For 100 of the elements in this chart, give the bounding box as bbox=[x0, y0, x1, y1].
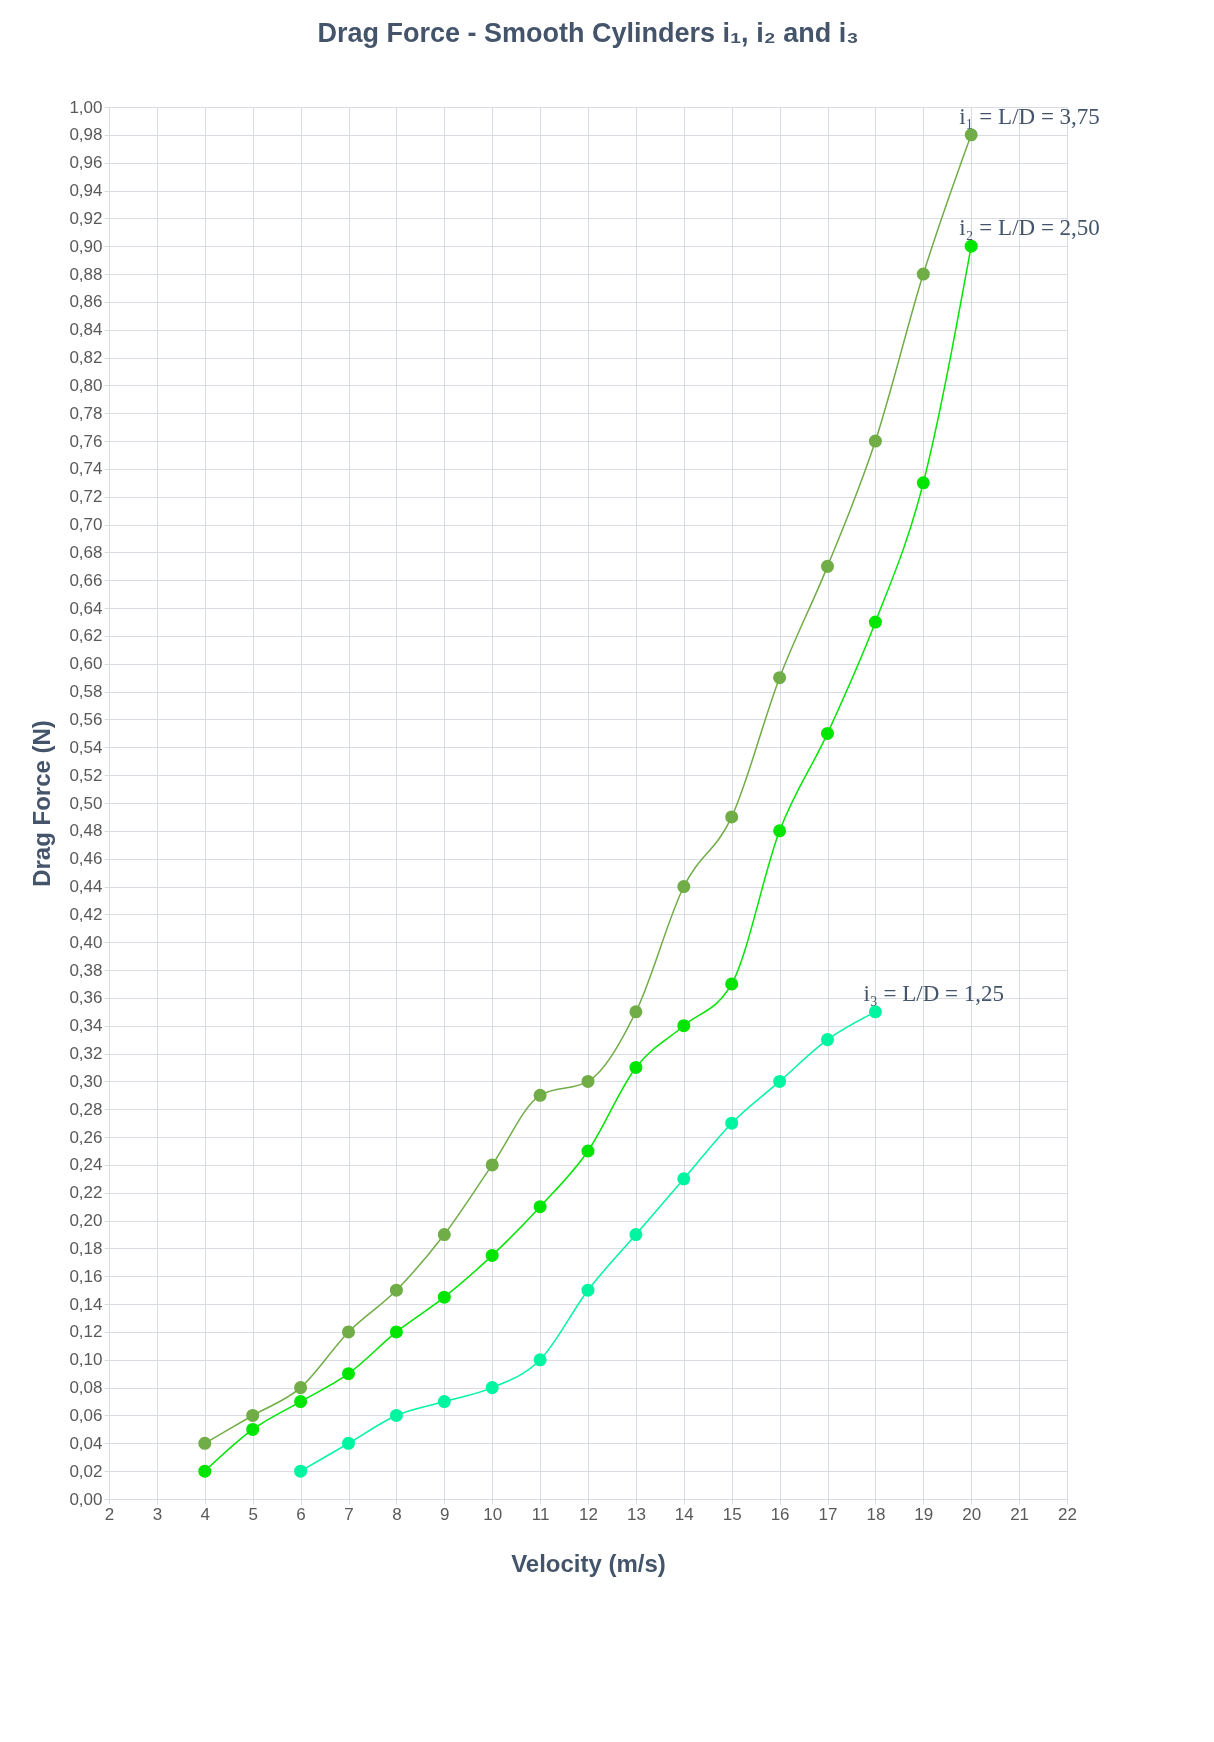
x-tick-label: 20 bbox=[962, 1504, 982, 1524]
y-tick-label: 0,72 bbox=[69, 487, 103, 507]
point bbox=[868, 615, 882, 629]
y-tick-label: 0,84 bbox=[69, 320, 103, 340]
y-tick-label: 0,02 bbox=[69, 1461, 103, 1481]
y-tick-label: 0,10 bbox=[69, 1350, 103, 1370]
point bbox=[437, 1228, 451, 1242]
y-tick-label: 0,08 bbox=[69, 1378, 103, 1398]
x-tick-label: 9 bbox=[440, 1504, 450, 1524]
x-tick-label: 18 bbox=[866, 1504, 886, 1524]
y-tick-label: 0,44 bbox=[69, 877, 103, 897]
y-tick-label: 0,14 bbox=[69, 1294, 103, 1314]
point bbox=[341, 1367, 356, 1381]
point bbox=[389, 1325, 403, 1339]
point bbox=[341, 1436, 356, 1450]
y-tick-label: 0,38 bbox=[69, 960, 103, 980]
y-tick-label: 0,82 bbox=[69, 348, 103, 368]
y-tick-label: 0,36 bbox=[69, 988, 103, 1008]
y-tick-label: 0,66 bbox=[69, 570, 103, 590]
y-tick-label: 0,22 bbox=[69, 1183, 103, 1203]
point bbox=[437, 1395, 451, 1409]
point bbox=[629, 1005, 643, 1019]
point bbox=[294, 1381, 308, 1395]
point bbox=[294, 1395, 308, 1409]
y-tick-label: 0,32 bbox=[69, 1044, 103, 1064]
y-tick-label: 0,04 bbox=[69, 1433, 103, 1453]
y-tick-label: 0,28 bbox=[69, 1099, 103, 1119]
y-tick-label: 0,46 bbox=[69, 849, 103, 869]
point bbox=[485, 1248, 499, 1262]
point bbox=[389, 1283, 403, 1297]
point bbox=[725, 977, 739, 991]
x-tick-label: 22 bbox=[1058, 1504, 1077, 1524]
point bbox=[677, 1019, 691, 1033]
y-tick-label: 0,92 bbox=[69, 208, 103, 228]
y-tick-label: 0,88 bbox=[69, 264, 103, 284]
point bbox=[198, 1464, 212, 1478]
point bbox=[964, 239, 978, 253]
point bbox=[916, 476, 930, 490]
y-tick-label: 0,34 bbox=[69, 1016, 103, 1036]
y-tick-label: 0,48 bbox=[69, 821, 103, 841]
x-tick-label: 16 bbox=[770, 1504, 790, 1524]
y-tick-label: 0,06 bbox=[69, 1405, 103, 1425]
x-tick-label: 11 bbox=[531, 1504, 550, 1524]
y-tick-label: 0,18 bbox=[69, 1238, 103, 1258]
point bbox=[773, 1074, 787, 1088]
y-tick-label: 0,12 bbox=[69, 1322, 103, 1342]
point bbox=[773, 671, 787, 685]
point bbox=[341, 1325, 356, 1339]
y-tick-label: 0,56 bbox=[69, 709, 103, 729]
point bbox=[581, 1283, 595, 1297]
point bbox=[198, 1436, 212, 1450]
point bbox=[485, 1158, 499, 1172]
point bbox=[533, 1200, 547, 1214]
x-tick-label: 8 bbox=[392, 1504, 402, 1524]
x-tick-label: 3 bbox=[152, 1504, 163, 1524]
x-tick-label: 4 bbox=[200, 1504, 211, 1524]
y-tick-label: 0,16 bbox=[69, 1266, 103, 1286]
point bbox=[389, 1408, 403, 1422]
point bbox=[725, 1116, 739, 1130]
chart-title: Drag Force - Smooth Cylinders i₁, i₂ and i₃ bbox=[317, 18, 859, 48]
x-tick-label: 15 bbox=[722, 1504, 742, 1524]
y-tick-label: 0,20 bbox=[69, 1211, 103, 1231]
x-tick-label: 21 bbox=[1010, 1504, 1030, 1524]
point bbox=[629, 1060, 643, 1074]
x-tick-label: 5 bbox=[248, 1504, 258, 1524]
point bbox=[246, 1408, 260, 1422]
y-tick-label: 0,50 bbox=[69, 793, 103, 813]
y-tick-label: 0,70 bbox=[69, 515, 103, 535]
y-tick-label: 0,30 bbox=[69, 1071, 103, 1091]
point bbox=[485, 1381, 499, 1395]
y-tick-label: 0,68 bbox=[69, 542, 103, 562]
y-tick-label: 0,94 bbox=[69, 181, 103, 201]
y-tick-label: 0,54 bbox=[69, 737, 103, 757]
y-tick-label: 0,80 bbox=[69, 375, 103, 395]
x-tick-label: 12 bbox=[579, 1504, 598, 1524]
y-tick-label: 0,60 bbox=[69, 654, 103, 674]
x-tick-label: 2 bbox=[104, 1504, 115, 1524]
x-tick-label: 13 bbox=[626, 1504, 646, 1524]
point bbox=[820, 726, 835, 740]
series-label: i₂ = L/D = 2,50 bbox=[959, 215, 1100, 241]
point bbox=[773, 824, 787, 838]
y-tick-label: 0,40 bbox=[69, 932, 103, 952]
point bbox=[677, 1172, 691, 1186]
y-tick-label: 0,26 bbox=[69, 1127, 103, 1147]
point bbox=[246, 1422, 260, 1436]
y-tick-label: 1,00 bbox=[69, 97, 103, 117]
point bbox=[820, 559, 835, 573]
x-tick-label: 6 bbox=[296, 1504, 306, 1524]
y-tick-label: 0,78 bbox=[69, 403, 103, 423]
y-tick-label: 0,76 bbox=[69, 431, 103, 451]
point bbox=[964, 128, 978, 142]
point bbox=[533, 1088, 547, 1102]
point bbox=[868, 1005, 882, 1019]
x-tick-label: 10 bbox=[483, 1504, 503, 1524]
point bbox=[629, 1228, 643, 1242]
y-tick-label: 0,52 bbox=[69, 765, 103, 785]
y-tick-label: 0,86 bbox=[69, 292, 103, 312]
point bbox=[533, 1353, 547, 1367]
y-tick-label: 0,00 bbox=[69, 1489, 103, 1509]
point bbox=[916, 267, 930, 281]
